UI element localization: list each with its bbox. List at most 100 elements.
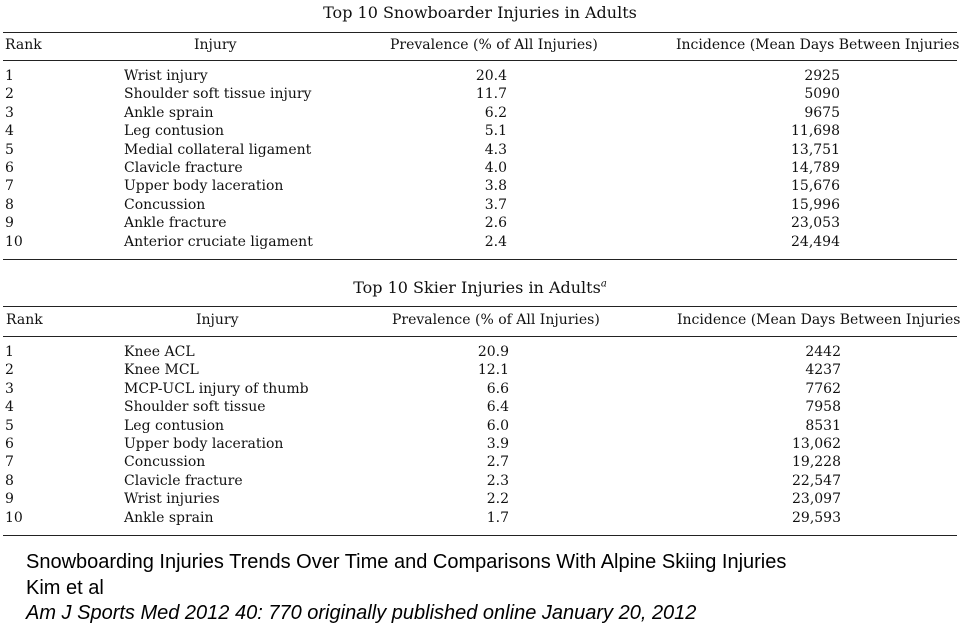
incidence-cell: 5090 [804, 86, 840, 103]
incidence-cell: 24,494 [791, 233, 840, 250]
injury-cell: Upper body laceration [124, 178, 284, 195]
incidence-cell: 22,547 [792, 472, 841, 489]
table-row: 1 Wrist injury 20.4 2925 [0, 68, 960, 86]
incidence-cell: 4237 [805, 362, 841, 379]
prevalence-cell: 2.4 [484, 233, 507, 250]
injury-cell: Ankle sprain [124, 509, 214, 526]
prevalence-cell: 4.0 [484, 160, 507, 176]
incidence-cell: 15,996 [791, 196, 840, 213]
table-row: 9 Ankle fracture 2.6 23,053 [0, 215, 960, 233]
table-row: 9 Wrist injuries 2.2 23,097 [0, 491, 960, 509]
caption-authors: Kim et al [26, 577, 104, 599]
prevalence-cell: 2.3 [486, 472, 509, 489]
prevalence-cell: 4.3 [484, 141, 507, 158]
table-row: 6 Clavicle fracture 4.0 14,789 [0, 160, 960, 178]
table-row: 3 MCP-UCL injury of thumb 6.6 7762 [0, 381, 960, 399]
bottom-rule [3, 535, 957, 536]
table-row: 4 Shoulder soft tissue 6.4 7958 [0, 399, 960, 417]
rank-cell: 6 [5, 436, 14, 452]
prevalence-cell: 2.6 [484, 215, 507, 232]
table-row: 8 Concussion 3.7 15,996 [0, 197, 960, 215]
table-row: 10 Ankle sprain 1.7 29,593 [0, 510, 960, 528]
top-rule [3, 306, 957, 307]
header-prevalence: Prevalence (% of All Injuries) [392, 312, 600, 328]
header-rank: Rank [6, 312, 43, 328]
rank-cell: 5 [5, 141, 14, 158]
header-rule [3, 60, 957, 61]
rank-cell: 2 [5, 86, 14, 103]
snowboarder-table-title: Top 10 Snowboarder Injuries in Adults [0, 3, 960, 22]
rank-cell: 1 [5, 68, 14, 84]
injury-cell: Anterior cruciate ligament [124, 233, 313, 250]
injury-cell: Concussion [124, 454, 206, 471]
injury-cell: Wrist injury [124, 68, 208, 84]
rank-cell: 7 [5, 178, 14, 195]
snowboarder-title-text: Top 10 Snowboarder Injuries in Adults [323, 3, 637, 22]
table-row: 6 Upper body laceration 3.9 13,062 [0, 436, 960, 454]
rank-cell: 6 [5, 160, 14, 176]
caption-citation: Am J Sports Med 2012 40: 770 originally … [26, 602, 697, 624]
prevalence-cell: 2.7 [486, 454, 509, 471]
rank-cell: 9 [5, 491, 14, 508]
rank-cell: 10 [5, 233, 23, 250]
prevalence-cell: 6.6 [486, 380, 509, 397]
skier-title-text: Top 10 Skier Injuries in Adults [353, 278, 601, 297]
injury-cell: Ankle sprain [124, 104, 214, 121]
rank-cell: 3 [5, 104, 14, 121]
header-rank: Rank [5, 37, 42, 53]
prevalence-cell: 2.2 [486, 491, 509, 508]
prevalence-cell: 20.9 [477, 344, 509, 360]
injury-cell: MCP-UCL injury of thumb [124, 380, 309, 397]
rank-cell: 9 [5, 215, 14, 232]
header-injury: Injury [196, 312, 239, 328]
prevalence-cell: 6.0 [486, 417, 509, 434]
incidence-cell: 2442 [805, 344, 841, 360]
header-prevalence: Prevalence (% of All Injuries) [390, 37, 598, 53]
table-row: 2 Shoulder soft tissue injury 11.7 5090 [0, 86, 960, 104]
incidence-cell: 13,751 [791, 141, 840, 158]
header-injury: Injury [194, 37, 237, 53]
injury-cell: Medial collateral ligament [124, 141, 312, 158]
prevalence-cell: 3.7 [484, 196, 507, 213]
incidence-cell: 7762 [805, 380, 841, 397]
incidence-cell: 19,228 [792, 454, 841, 471]
injury-cell: Shoulder soft tissue [124, 399, 266, 416]
footnote-marker: a [600, 278, 607, 290]
injury-cell: Ankle fracture [124, 215, 227, 232]
prevalence-cell: 20.4 [475, 68, 507, 84]
table-row: 2 Knee MCL 12.1 4237 [0, 362, 960, 380]
rank-cell: 4 [5, 399, 14, 416]
top-rule [3, 32, 957, 33]
prevalence-cell: 5.1 [484, 123, 507, 140]
table-row: 4 Leg contusion 5.1 11,698 [0, 123, 960, 141]
rank-cell: 8 [5, 472, 14, 489]
incidence-cell: 8531 [805, 417, 841, 434]
injury-cell: Clavicle fracture [124, 472, 243, 489]
prevalence-cell: 6.2 [484, 104, 507, 121]
prevalence-cell: 6.4 [486, 399, 509, 416]
injury-cell: Knee ACL [124, 344, 195, 360]
rank-cell: 1 [5, 344, 14, 360]
injury-cell: Knee MCL [124, 362, 199, 379]
table-row: 8 Clavicle fracture 2.3 22,547 [0, 473, 960, 491]
injury-cell: Upper body laceration [124, 436, 284, 452]
prevalence-cell: 11.7 [475, 86, 507, 103]
rank-cell: 3 [5, 380, 14, 397]
header-rule [3, 336, 957, 337]
incidence-cell: 11,698 [791, 123, 840, 140]
prevalence-cell: 3.8 [484, 178, 507, 195]
incidence-cell: 23,097 [792, 491, 841, 508]
injury-cell: Wrist injuries [124, 491, 220, 508]
injury-cell: Concussion [124, 196, 206, 213]
incidence-cell: 29,593 [792, 509, 841, 526]
prevalence-cell: 12.1 [477, 362, 509, 379]
skier-table-title: Top 10 Skier Injuries in Adultsa [0, 278, 960, 297]
rank-cell: 10 [5, 509, 23, 526]
caption-title: Snowboarding Injuries Trends Over Time a… [26, 551, 787, 573]
header-incidence: Incidence (Mean Days Between Injuries) [677, 312, 960, 328]
header-incidence: Incidence (Mean Days Between Injuries) [676, 37, 960, 53]
prevalence-cell: 3.9 [486, 436, 509, 452]
incidence-cell: 13,062 [792, 436, 841, 452]
injury-cell: Leg contusion [124, 123, 225, 140]
table-row: 3 Ankle sprain 6.2 9675 [0, 105, 960, 123]
